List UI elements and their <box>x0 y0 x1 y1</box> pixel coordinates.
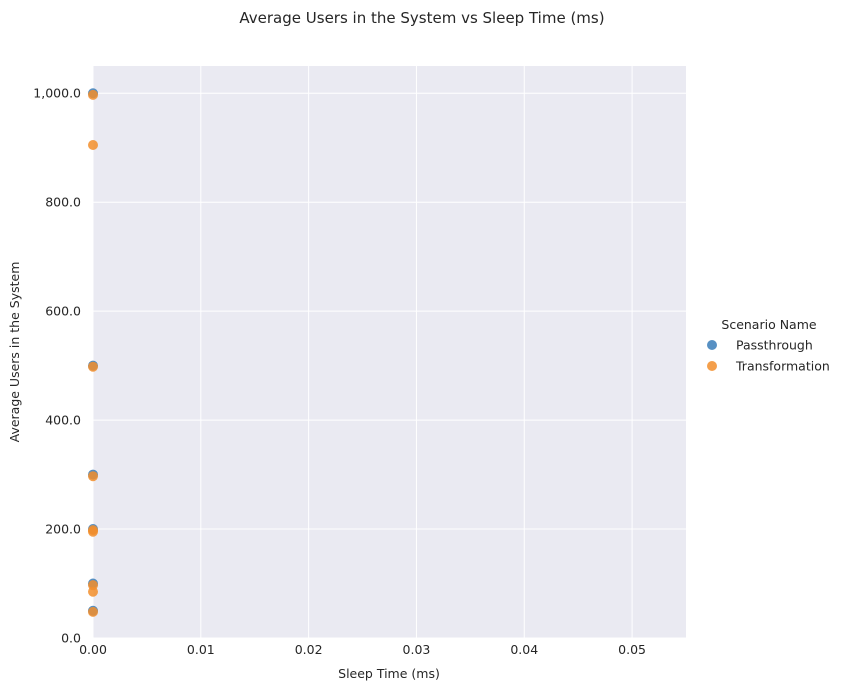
y-tick-label: 200.0 <box>45 522 81 537</box>
scatter-point-transformation <box>88 580 98 591</box>
x-axis-label: Sleep Time (ms) <box>338 666 440 681</box>
scatter-point-transformation <box>88 139 98 150</box>
scatter-point-transformation <box>88 606 98 617</box>
plot-area <box>93 66 686 638</box>
legend-marker-passthrough <box>707 340 717 350</box>
y-axis-label: Average Users in the System <box>7 262 22 443</box>
legend-label-passthrough: Passthrough <box>736 338 813 353</box>
y-tick-label: 600.0 <box>45 304 81 319</box>
y-tick-label: 0.0 <box>61 631 81 646</box>
x-tick-label: 0.02 <box>295 642 323 657</box>
legend-label-transformation: Transformation <box>735 359 830 374</box>
y-tick-label: 400.0 <box>45 413 81 428</box>
data-points <box>88 88 98 617</box>
chart-title: Average Users in the System vs Sleep Tim… <box>239 9 604 27</box>
x-tick-label: 0.01 <box>187 642 215 657</box>
scatter-point-transformation <box>88 525 98 536</box>
y-tick-label: 1,000.0 <box>33 86 81 101</box>
scatter-point-transformation <box>88 471 98 482</box>
grid-lines <box>92 66 686 639</box>
legend: Scenario Name Passthrough Transformation <box>707 317 830 374</box>
x-tick-label: 0.00 <box>79 642 107 657</box>
x-tick-label: 0.05 <box>618 642 646 657</box>
y-axis-ticks: 0.0 200.0 400.0 600.0 800.0 1,000.0 <box>33 86 81 646</box>
x-tick-label: 0.03 <box>403 642 431 657</box>
x-axis-ticks: 0.00 0.01 0.02 0.03 0.04 0.05 <box>79 642 646 657</box>
legend-marker-transformation <box>707 361 717 371</box>
legend-title: Scenario Name <box>721 317 817 332</box>
y-tick-label: 800.0 <box>45 195 81 210</box>
x-tick-label: 0.04 <box>510 642 538 657</box>
scatter-point-transformation <box>88 89 98 100</box>
scatter-point-transformation <box>88 361 98 372</box>
